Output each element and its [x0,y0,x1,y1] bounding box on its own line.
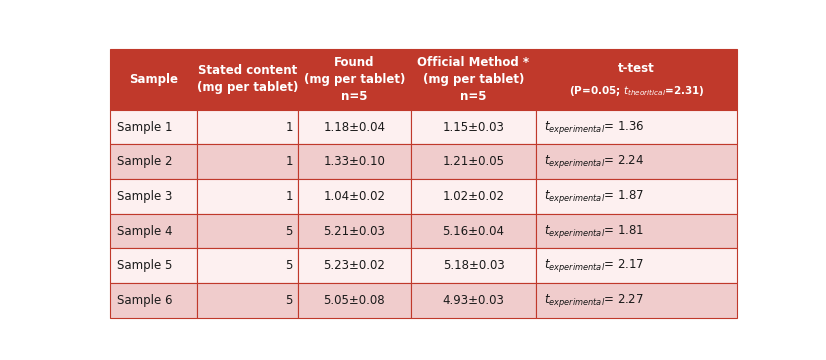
Text: t-test: t-test [618,62,655,75]
Bar [197,179,298,214]
Text: Found
(mg per tablet)
n=5: Found (mg per tablet) n=5 [304,56,405,103]
Bar [110,49,197,110]
Text: 1: 1 [285,190,292,203]
Bar [298,144,411,179]
Text: Sample: Sample [129,73,178,86]
Text: $t_{experimental}$= 2.27: $t_{experimental}$= 2.27 [544,292,643,309]
Text: 1.04±0.02: 1.04±0.02 [323,190,385,203]
Bar [298,283,411,318]
Bar [298,110,411,144]
Bar [536,283,737,318]
Text: 4.93±0.03: 4.93±0.03 [443,294,505,307]
Text: $t_{experimental}$= 1.81: $t_{experimental}$= 1.81 [544,222,643,239]
Text: 5: 5 [285,225,292,238]
Bar [536,49,737,110]
Text: Official Method *
(mg per tablet)
n=5: Official Method * (mg per tablet) n=5 [417,56,529,103]
Bar [197,214,298,248]
Text: 5.21±0.03: 5.21±0.03 [324,225,385,238]
Text: 1.18±0.04: 1.18±0.04 [323,121,385,134]
Bar [110,248,197,283]
Text: 1.15±0.03: 1.15±0.03 [443,121,505,134]
Bar [411,144,536,179]
Bar [536,179,737,214]
Bar [110,214,197,248]
Text: 1.33±0.10: 1.33±0.10 [324,155,385,168]
Bar [110,144,197,179]
Bar [536,144,737,179]
Text: $t_{experimental}$= 1.36: $t_{experimental}$= 1.36 [544,118,644,136]
Bar [197,248,298,283]
Text: Sample 2: Sample 2 [117,155,173,168]
Text: 5: 5 [285,259,292,272]
Bar [298,214,411,248]
Bar [197,110,298,144]
Bar [411,214,536,248]
Text: 5.16±0.04: 5.16±0.04 [443,225,505,238]
Bar [411,179,536,214]
Bar [536,214,737,248]
Bar [411,110,536,144]
Text: 1: 1 [285,155,292,168]
Bar [536,110,737,144]
Text: Sample 6: Sample 6 [117,294,173,307]
Bar [110,179,197,214]
Text: Sample 5: Sample 5 [117,259,173,272]
Text: Stated content
(mg per tablet): Stated content (mg per tablet) [197,64,298,94]
Text: (P=0.05; $t_{theoritical}$=2.31): (P=0.05; $t_{theoritical}$=2.31) [569,85,705,98]
Bar [536,248,737,283]
Text: $t_{experimental}$= 2.17: $t_{experimental}$= 2.17 [544,257,644,274]
Bar [411,49,536,110]
Text: 5.18±0.03: 5.18±0.03 [443,259,505,272]
Text: 1: 1 [285,121,292,134]
Text: Sample 4: Sample 4 [117,225,173,238]
Bar [411,283,536,318]
Bar [298,179,411,214]
Bar [298,49,411,110]
Text: Sample 1: Sample 1 [117,121,173,134]
Bar [197,283,298,318]
Text: 1.21±0.05: 1.21±0.05 [443,155,505,168]
Text: 5.23±0.02: 5.23±0.02 [324,259,385,272]
Text: $t_{experimental}$= 1.87: $t_{experimental}$= 1.87 [544,188,644,205]
Bar [110,110,197,144]
Text: 1.02±0.02: 1.02±0.02 [443,190,505,203]
Bar [110,283,197,318]
Bar [411,248,536,283]
Text: $t_{experimental}$= 2.24: $t_{experimental}$= 2.24 [544,153,644,170]
Bar [298,248,411,283]
Text: Sample 3: Sample 3 [117,190,173,203]
Bar [197,144,298,179]
Bar [197,49,298,110]
Text: 5: 5 [285,294,292,307]
Text: 5.05±0.08: 5.05±0.08 [324,294,385,307]
